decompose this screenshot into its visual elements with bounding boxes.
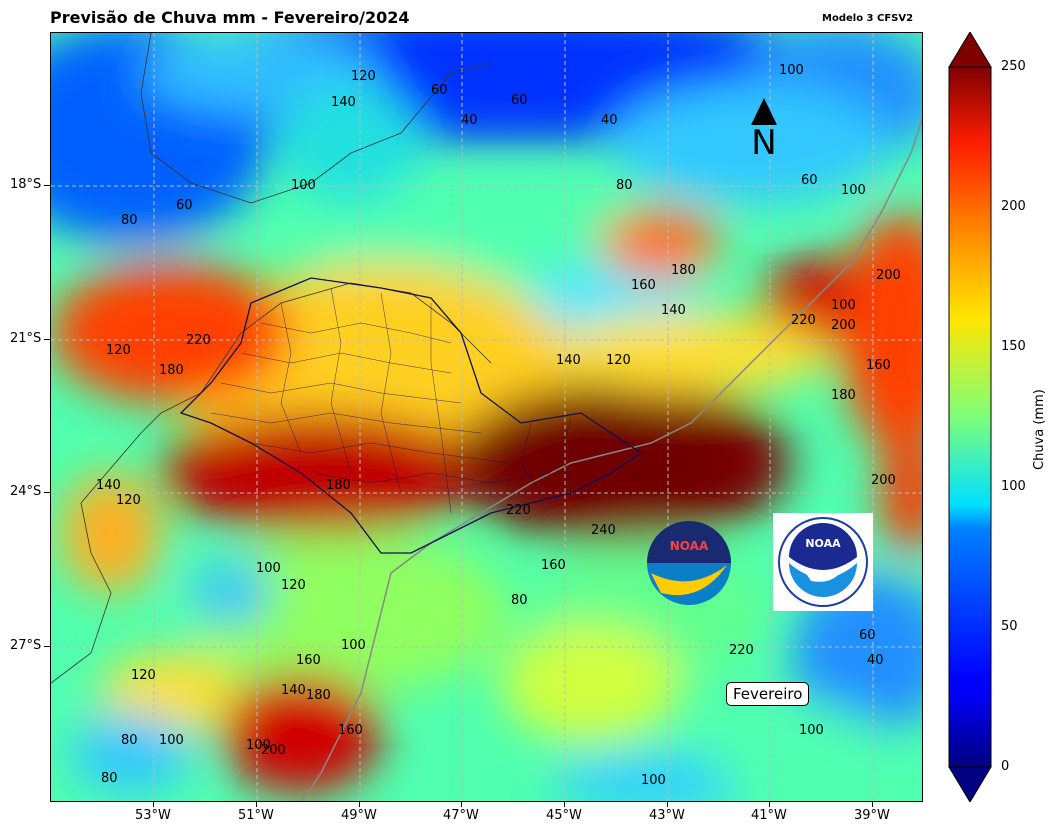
contour-label: 40: [461, 113, 478, 128]
colorbar-tick: 50: [1001, 619, 1018, 634]
contour-label: 160: [631, 278, 656, 293]
tick-mark: [44, 646, 50, 647]
contour-label: 200: [871, 473, 896, 488]
tick-mark: [872, 802, 873, 807]
noaa-dark-text: NOAA: [670, 539, 709, 553]
contour-label: 200: [876, 268, 901, 283]
tick-mark: [44, 339, 50, 340]
contour-label: 120: [281, 578, 306, 593]
lon-tick-label: 43°W: [649, 808, 685, 823]
colorbar-tick: 150: [1001, 339, 1026, 354]
contour-label: 100: [841, 183, 866, 198]
north-label: N: [751, 123, 777, 163]
colorbar-label: Chuva (mm): [1032, 389, 1047, 470]
colorbar-tick: 0: [1001, 759, 1010, 774]
contour-label: 100: [159, 733, 184, 748]
contour-label: 220: [791, 313, 816, 328]
lat-tick-label: 27°S: [10, 638, 42, 653]
contour-label: 80: [616, 178, 633, 193]
contour-label: 220: [186, 333, 211, 348]
contour-label: 40: [867, 653, 884, 668]
model-label: Modelo 3 CFSV2: [822, 13, 914, 24]
contour-label: 180: [159, 363, 184, 378]
map-canvas: NOAA NOAA: [51, 33, 922, 801]
noaa-logo-light: NOAA: [773, 513, 873, 611]
contour-label: 220: [506, 503, 531, 518]
contour-label: 120: [351, 69, 376, 84]
lat-tick-label: 24°S: [10, 484, 42, 499]
contour-label: 140: [331, 95, 356, 110]
tick-mark: [564, 802, 565, 807]
contour-label: 60: [176, 198, 193, 213]
contour-label: 160: [296, 653, 321, 668]
contour-label: 80: [121, 733, 138, 748]
noaa-light-text: NOAA: [805, 537, 841, 550]
contour-label: 140: [556, 353, 581, 368]
contour-label: 100: [779, 63, 804, 78]
tick-mark: [461, 802, 462, 807]
tick-mark: [44, 492, 50, 493]
contour-label: 100: [341, 638, 366, 653]
contour-label: 100: [641, 773, 666, 788]
lat-tick-label: 21°S: [10, 331, 42, 346]
north-arrow-icon: [751, 98, 777, 125]
contour-label: 240: [591, 523, 616, 538]
contour-label: 80: [511, 593, 528, 608]
contour-label: 160: [541, 558, 566, 573]
contour-label: 220: [729, 643, 754, 658]
contour-label: 60: [801, 173, 818, 188]
contour-label: 120: [606, 353, 631, 368]
tick-mark: [256, 802, 257, 807]
contour-label: 180: [306, 688, 331, 703]
contour-label: 60: [511, 93, 528, 108]
colorbar: [948, 32, 992, 802]
month-box: Fevereiro: [726, 682, 810, 706]
contour-label: 100: [246, 738, 271, 753]
tick-mark: [44, 185, 50, 186]
lon-tick-label: 47°W: [443, 808, 479, 823]
contour-label: 100: [831, 298, 856, 313]
tick-mark: [667, 802, 668, 807]
lon-tick-label: 51°W: [238, 808, 274, 823]
contour-label: 40: [601, 113, 618, 128]
contour-label: 160: [338, 723, 363, 738]
lat-tick-label: 18°S: [10, 177, 42, 192]
contour-label: 120: [116, 493, 141, 508]
north-arrow: N: [750, 98, 778, 161]
contour-label: 100: [256, 561, 281, 576]
contour-label: 120: [106, 343, 131, 358]
colorbar-tick: 100: [1001, 479, 1026, 494]
contour-label: 140: [281, 683, 306, 698]
contour-label: 60: [859, 628, 876, 643]
tick-mark: [769, 802, 770, 807]
lon-tick-label: 39°W: [854, 808, 890, 823]
noaa-logo-dark: NOAA: [647, 521, 731, 605]
lon-tick-label: 45°W: [546, 808, 582, 823]
contour-label: 120: [131, 668, 156, 683]
lon-tick-label: 49°W: [341, 808, 377, 823]
contour-label: 180: [831, 388, 856, 403]
contour-label: 180: [326, 478, 351, 493]
tick-mark: [153, 802, 154, 807]
contour-label: 100: [291, 178, 316, 193]
colorbar-tick: 250: [1001, 59, 1026, 74]
contour-label: 80: [121, 213, 138, 228]
contour-label: 180: [671, 263, 696, 278]
map-title: Previsão de Chuva mm - Fevereiro/2024: [50, 8, 410, 27]
colorbar-tick: 200: [1001, 199, 1026, 214]
contour-label: 60: [431, 83, 448, 98]
contour-label: 140: [661, 303, 686, 318]
contour-label: 200: [261, 743, 286, 758]
contour-label: 160: [866, 358, 891, 373]
contour-label: 100: [799, 723, 824, 738]
lon-tick-label: 53°W: [135, 808, 171, 823]
lon-tick-label: 41°W: [751, 808, 787, 823]
contour-label: 140: [96, 478, 121, 493]
precipitation-map: NOAA NOAA 120 60 40 60 40 100 140 100 80 60 100 80 6…: [50, 32, 923, 802]
contour-label: 200: [831, 318, 856, 333]
contour-label: 80: [101, 771, 118, 786]
tick-mark: [359, 802, 360, 807]
